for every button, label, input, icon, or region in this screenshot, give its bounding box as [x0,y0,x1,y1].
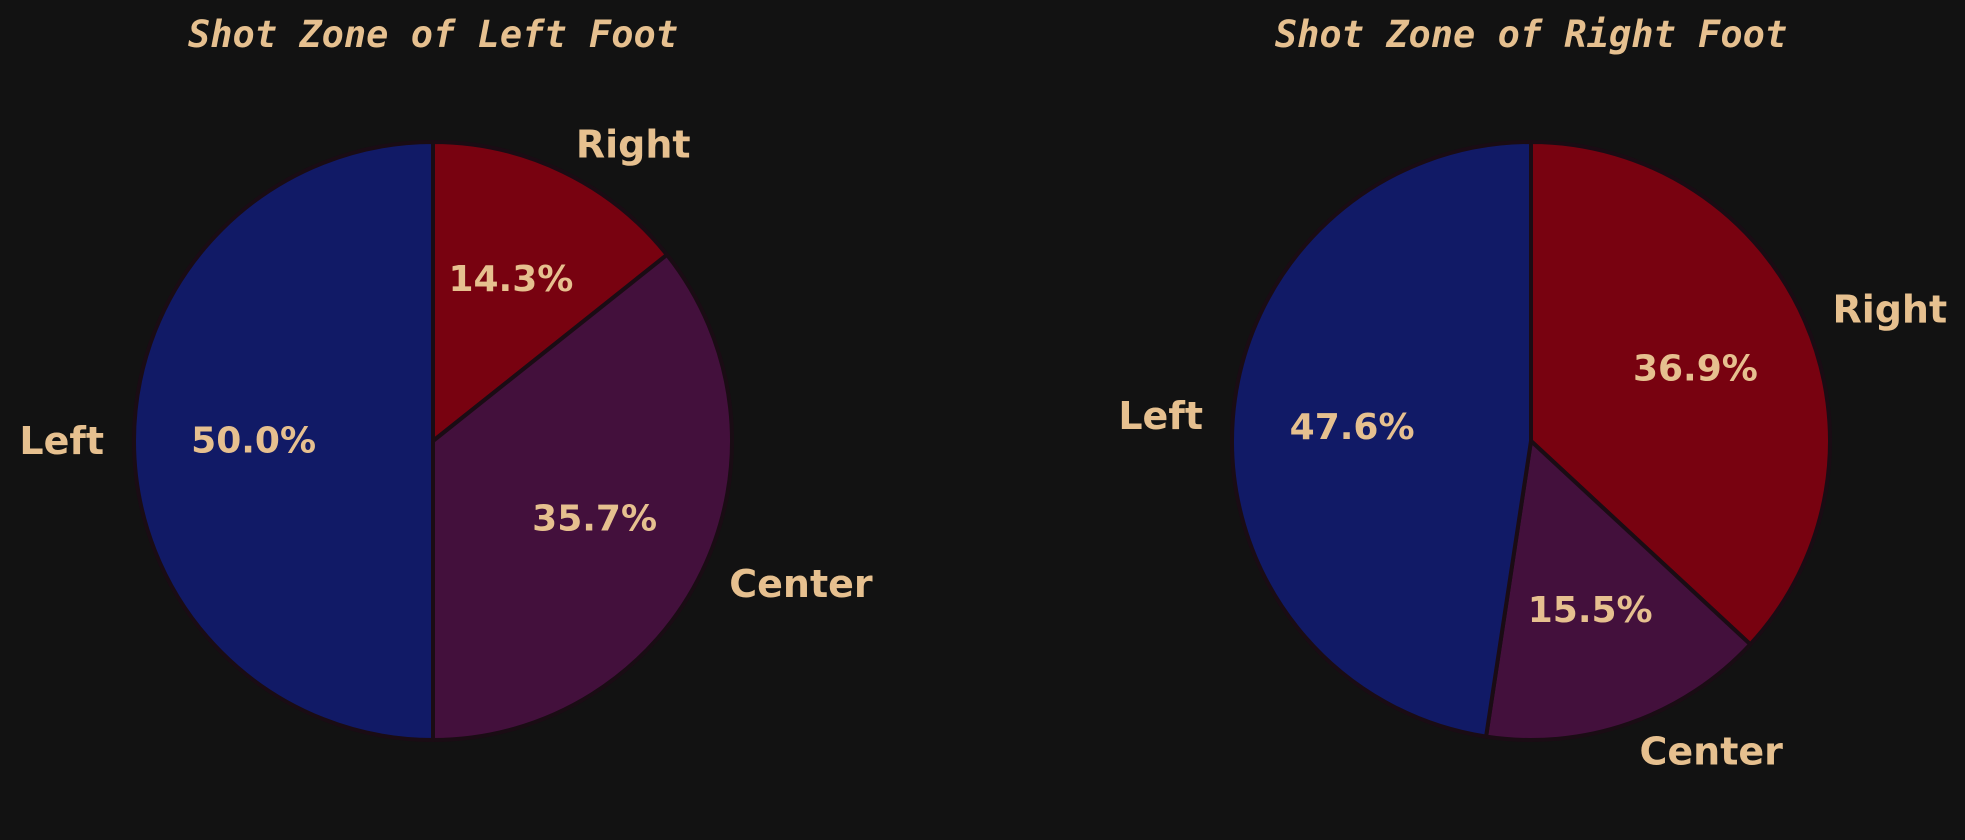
slice-category-label: Left [1118,394,1203,438]
slice-percent-label: 36.9% [1633,349,1758,390]
slice-category-label: Center [1639,729,1783,773]
slice-percent-label: 14.3% [448,259,573,300]
right-foot-pie-chart: Shot Zone of Right Foot 36.9% Right 15.5% C… [1118,13,1947,773]
slice-category-label: Left [19,419,104,463]
pie-slice-left [132,140,435,742]
pie-slice-right [431,140,669,443]
slice-percent-label: 35.7% [532,498,657,539]
left-foot-pie-chart: Shot Zone of Left Foot 14.3% Right 35.7% Ce… [19,13,873,742]
slice-category-label: Center [729,562,873,606]
slice-percent-label: 47.6% [1290,407,1415,448]
pie-slice-left [1229,140,1533,739]
pie-slice-center [1484,439,1753,742]
slice-category-label: Right [576,123,691,167]
pie-slice-right [1529,140,1832,647]
left-foot-chart-title: Shot Zone of Left Foot [188,13,678,56]
pie-slice-center [431,252,734,742]
slice-category-label: Right [1832,287,1947,331]
right-foot-chart-title: Shot Zone of Right Foot [1275,13,1787,56]
slice-percent-label: 15.5% [1528,590,1653,631]
slice-percent-label: 50.0% [191,421,316,462]
